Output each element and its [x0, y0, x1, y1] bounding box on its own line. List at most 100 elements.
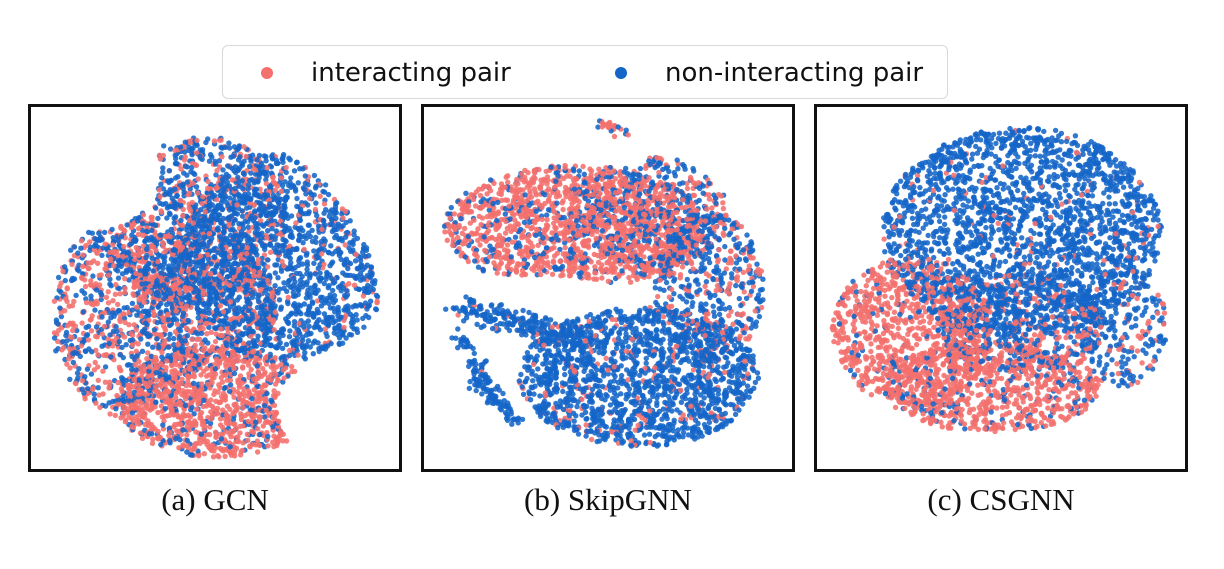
interacting-pair-point: [186, 190, 192, 197]
interacting-pair-point: [101, 352, 107, 358]
interacting-pair-point: [91, 258, 97, 264]
non-interacting-pair-point: [372, 278, 378, 284]
non-interacting-pair-point: [171, 342, 177, 348]
non-interacting-pair-point: [290, 302, 297, 309]
non-interacting-pair-point: [93, 324, 100, 330]
non-interacting-pair-point: [354, 329, 361, 335]
non-interacting-pair-point: [322, 182, 329, 188]
non-interacting-pair-point: [166, 322, 173, 329]
non-interacting-pair-point: [217, 284, 223, 291]
interacting-pair-point: [249, 402, 256, 409]
non-interacting-pair-point: [316, 275, 322, 281]
non-interacting-pair-point: [246, 257, 252, 263]
non-interacting-pair-point: [113, 324, 119, 330]
interacting-pair-point: [79, 320, 85, 326]
interacting-pair-point: [187, 140, 193, 146]
interacting-pair-point: [100, 368, 106, 374]
gcn-scatter-panel: [28, 104, 402, 472]
interacting-pair-point: [194, 137, 200, 144]
interacting-pair-point: [105, 289, 111, 295]
non-interacting-pair-point: [370, 286, 376, 293]
interacting-pair-point: [237, 430, 243, 436]
non-interacting-pair-point: [155, 304, 161, 310]
interacting-pair-point: [133, 348, 139, 354]
non-interacting-pair-point: [211, 192, 218, 199]
non-interacting-pair-point: [163, 301, 170, 308]
interacting-pair-point: [122, 285, 128, 292]
non-interacting-pair-point: [143, 271, 149, 277]
non-interacting-pair-point: [287, 255, 293, 262]
non-interacting-pair-point: [173, 155, 179, 162]
non-interacting-pair-point: [182, 237, 189, 243]
non-interacting-pair-point: [314, 212, 320, 219]
interacting-pair-point: [197, 324, 204, 330]
non-interacting-pair-point: [70, 350, 76, 356]
non-interacting-pair-point: [139, 220, 146, 227]
interacting-pair-point: [156, 393, 162, 399]
non-interacting-pair-point: [118, 263, 124, 270]
interacting-pair-point: [152, 354, 159, 361]
non-interacting-pair-point: [158, 232, 164, 238]
non-interacting-pair-point: [327, 305, 334, 311]
legend-marker-interacting: [261, 67, 273, 79]
non-interacting-pair-point: [338, 256, 344, 263]
non-interacting-pair-point: [99, 343, 105, 349]
non-interacting-pair-point: [58, 313, 65, 320]
non-interacting-pair-point: [268, 343, 274, 349]
non-interacting-pair-point: [270, 424, 276, 430]
non-interacting-pair-point: [254, 304, 261, 311]
non-interacting-pair-point: [129, 307, 135, 313]
interacting-pair-point: [259, 384, 265, 391]
non-interacting-pair-point: [231, 144, 238, 150]
non-interacting-pair-point: [326, 283, 332, 289]
interacting-pair-point: [257, 414, 263, 420]
non-interacting-pair-point: [131, 389, 137, 395]
non-interacting-pair-point: [295, 180, 301, 186]
interacting-pair-point: [198, 372, 204, 378]
non-interacting-pair-point: [70, 277, 76, 283]
interacting-pair-point: [198, 341, 205, 347]
non-interacting-pair-point: [174, 192, 180, 199]
interacting-pair-point: [225, 335, 231, 342]
interacting-pair-point: [140, 212, 147, 218]
non-interacting-pair-point: [140, 308, 147, 315]
interacting-pair-point: [110, 298, 116, 304]
non-interacting-pair-point: [144, 235, 150, 242]
non-interacting-pair-point: [218, 181, 224, 188]
non-interacting-pair-point: [576, 168, 582, 174]
interacting-pair-point: [201, 438, 207, 445]
non-interacting-pair-point: [110, 328, 117, 334]
non-interacting-pair-point: [237, 154, 243, 160]
non-interacting-pair-point: [347, 260, 354, 267]
non-interacting-pair-point: [161, 143, 167, 149]
non-interacting-pair-point: [239, 318, 246, 324]
interacting-pair-point: [102, 241, 108, 247]
non-interacting-pair-point: [367, 269, 373, 275]
non-interacting-pair-point: [144, 228, 150, 234]
non-interacting-pair-point: [157, 253, 164, 259]
interacting-pair-point: [222, 361, 229, 367]
non-interacting-pair-point: [296, 329, 302, 335]
interacting-pair-point: [184, 424, 191, 430]
interacting-pair-point: [223, 372, 229, 378]
non-interacting-pair-point: [255, 226, 261, 232]
non-interacting-pair-point: [149, 227, 155, 233]
interacting-pair-point: [176, 445, 182, 451]
non-interacting-pair-point: [164, 215, 170, 221]
interacting-pair-point: [78, 274, 85, 281]
non-interacting-pair-point: [262, 206, 268, 212]
non-interacting-pair-point: [303, 332, 310, 338]
non-interacting-pair-point: [236, 294, 242, 300]
non-interacting-pair-point: [219, 246, 226, 252]
non-interacting-pair-point: [259, 260, 265, 266]
interacting-pair-point: [132, 362, 138, 368]
non-interacting-pair-point: [234, 233, 240, 239]
interacting-pair-point: [196, 336, 203, 342]
interacting-pair-point: [218, 326, 224, 332]
non-interacting-pair-point: [237, 275, 243, 281]
interacting-pair-point: [213, 432, 220, 438]
interacting-pair-point: [180, 213, 186, 219]
interacting-pair-point: [220, 396, 226, 402]
interacting-pair-point: [124, 409, 131, 415]
non-interacting-pair-point: [149, 236, 155, 242]
